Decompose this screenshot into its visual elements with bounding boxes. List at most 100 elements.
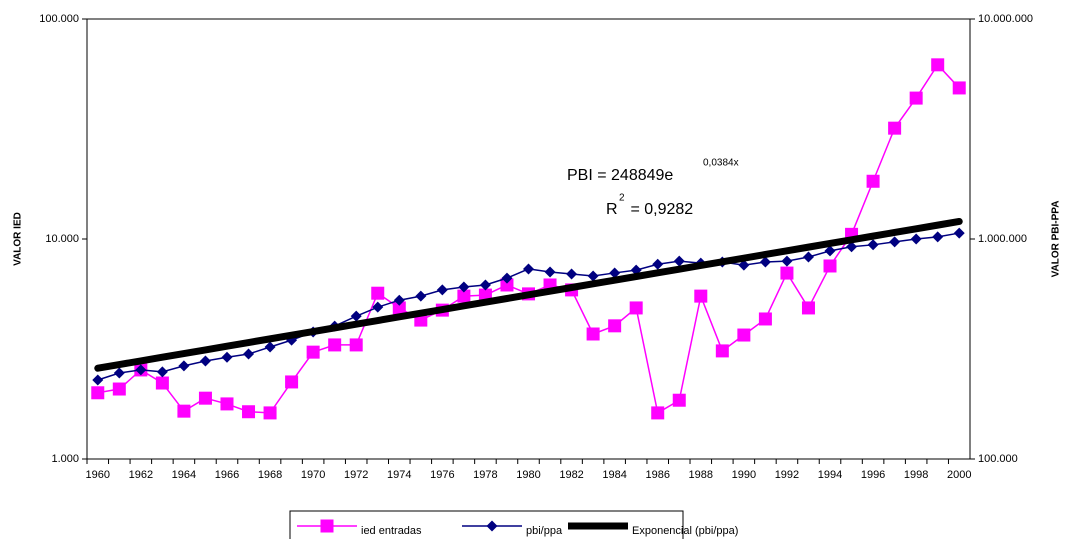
marker (781, 255, 793, 267)
marker (953, 227, 965, 239)
marker (952, 81, 966, 95)
x-tick-label: 1964 (172, 469, 196, 481)
marker (479, 279, 491, 291)
marker (651, 406, 665, 420)
marker (457, 289, 471, 303)
marker (392, 301, 406, 315)
marker (178, 360, 190, 372)
marker (486, 520, 498, 532)
legend-label: pbi/ppa (526, 525, 563, 537)
marker (586, 327, 600, 341)
marker (932, 231, 944, 243)
r-squared-exponent: 2 (619, 193, 625, 204)
x-tick-label: 1982 (559, 469, 583, 481)
marker (801, 301, 815, 315)
x-tick-label: 2000 (947, 469, 971, 481)
marker (91, 386, 105, 400)
marker (350, 310, 362, 322)
marker (221, 351, 233, 363)
x-tick-label: 1976 (430, 469, 454, 481)
r-squared: R (606, 201, 618, 218)
marker (242, 405, 256, 419)
legend-label: Exponencial (pbi/ppa) (632, 525, 738, 537)
y2-tick-label: 10.000.000 (978, 13, 1033, 25)
x-tick-label: 1972 (344, 469, 368, 481)
marker (285, 375, 299, 389)
marker (823, 259, 837, 273)
marker (199, 355, 211, 367)
marker (415, 290, 427, 302)
marker (92, 374, 104, 386)
marker (652, 258, 664, 270)
marker (113, 367, 125, 379)
x-tick-label: 1978 (473, 469, 497, 481)
x-tick-label: 1966 (215, 469, 239, 481)
marker (243, 348, 255, 360)
marker (759, 256, 771, 268)
x-tick-label: 1990 (732, 469, 756, 481)
marker (372, 301, 384, 313)
y-tick-label: 10.000 (45, 233, 79, 245)
x-tick-label: 1962 (129, 469, 153, 481)
marker (544, 266, 556, 278)
marker (673, 255, 685, 267)
marker (846, 241, 858, 253)
x-tick-label: 1980 (516, 469, 540, 481)
marker (320, 519, 334, 533)
marker (393, 294, 405, 306)
x-tick-label: 1984 (602, 469, 626, 481)
marker (501, 272, 513, 284)
series-line (94, 217, 963, 372)
marker (458, 281, 470, 293)
marker (910, 233, 922, 245)
y2-tick-label: 100.000 (978, 453, 1018, 465)
marker (264, 341, 276, 353)
marker (135, 364, 147, 376)
marker (156, 366, 168, 378)
marker (112, 382, 126, 396)
equation: PBI = 248849e (567, 167, 673, 184)
marker (737, 328, 751, 342)
y-tick-label: 100.000 (39, 13, 79, 25)
marker (629, 301, 643, 315)
x-tick-label: 1996 (861, 469, 885, 481)
y2-tick-label: 1.000.000 (978, 233, 1027, 245)
marker (220, 397, 234, 411)
x-tick-label: 1960 (86, 469, 110, 481)
marker (306, 345, 320, 359)
r-squared-value: = 0,9282 (626, 201, 693, 218)
marker (500, 278, 514, 292)
marker (866, 174, 880, 188)
marker (889, 236, 901, 248)
legend-label: ied entradas (361, 525, 422, 537)
marker (349, 338, 363, 352)
marker (436, 284, 448, 296)
x-tick-label: 1994 (818, 469, 842, 481)
marker (198, 391, 212, 405)
marker (263, 406, 277, 420)
y2-axis-title: VALOR PBI-PPA (1051, 201, 1062, 278)
marker (609, 267, 621, 279)
marker (587, 270, 599, 282)
marker (566, 268, 578, 280)
x-tick-label: 1970 (301, 469, 325, 481)
marker (694, 289, 708, 303)
marker (715, 344, 729, 358)
marker (328, 338, 342, 352)
marker (758, 312, 772, 326)
marker (672, 393, 686, 407)
x-tick-label: 1974 (387, 469, 411, 481)
y-tick-label: 1.000 (51, 453, 79, 465)
marker (177, 404, 191, 418)
marker (909, 91, 923, 105)
x-tick-label: 1988 (689, 469, 713, 481)
x-tick-label: 1968 (258, 469, 282, 481)
marker (931, 58, 945, 72)
y-axis-title: VALOR IED (13, 212, 24, 266)
x-tick-label: 1986 (645, 469, 669, 481)
marker (824, 245, 836, 257)
equation-exponent: 0,0384x (703, 158, 739, 169)
marker (780, 266, 794, 280)
marker (608, 319, 622, 333)
x-tick-label: 1992 (775, 469, 799, 481)
